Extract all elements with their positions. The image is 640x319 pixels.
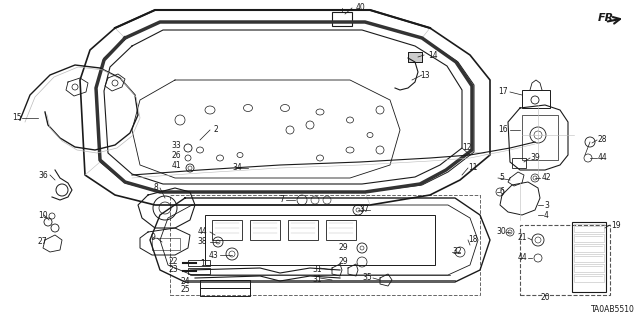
Text: 29: 29 <box>339 257 348 266</box>
Text: 44: 44 <box>197 227 207 236</box>
Text: 35: 35 <box>362 273 372 283</box>
Bar <box>574 274 604 282</box>
Text: 44: 44 <box>517 254 527 263</box>
Bar <box>326 220 356 240</box>
Text: 23: 23 <box>168 265 178 275</box>
Text: 20: 20 <box>540 293 550 302</box>
Bar <box>572 222 606 292</box>
Text: 15: 15 <box>12 114 22 122</box>
Text: 16: 16 <box>499 125 508 135</box>
Text: 17: 17 <box>499 87 508 97</box>
Text: 12: 12 <box>462 144 472 152</box>
Bar <box>188 260 210 266</box>
Bar <box>250 220 280 240</box>
Bar <box>522 115 558 160</box>
Bar <box>332 12 352 26</box>
Bar <box>205 215 435 265</box>
Bar <box>520 225 610 295</box>
Text: 4: 4 <box>544 211 549 219</box>
Text: 37: 37 <box>359 205 369 214</box>
Text: 11: 11 <box>468 164 477 173</box>
Text: 8: 8 <box>153 183 158 192</box>
Text: 5: 5 <box>499 174 504 182</box>
Text: 39: 39 <box>530 153 540 162</box>
Text: FR.: FR. <box>598 13 619 23</box>
Text: 22: 22 <box>168 257 178 266</box>
Bar <box>408 52 422 62</box>
Bar <box>188 268 210 274</box>
Text: 40: 40 <box>356 4 365 12</box>
Bar <box>574 254 604 262</box>
Text: 25: 25 <box>180 286 190 294</box>
Text: 42: 42 <box>542 174 552 182</box>
Text: 33: 33 <box>172 140 181 150</box>
Text: TA0AB5510: TA0AB5510 <box>591 305 635 314</box>
Text: 1: 1 <box>200 259 205 269</box>
Bar <box>574 224 604 232</box>
Text: 24: 24 <box>180 278 190 286</box>
Bar <box>512 158 526 168</box>
Text: 7: 7 <box>279 196 284 204</box>
Bar <box>574 244 604 252</box>
Text: 3: 3 <box>544 201 549 210</box>
Bar <box>522 90 550 108</box>
Bar <box>200 280 250 288</box>
Text: 36: 36 <box>38 170 48 180</box>
Text: 6: 6 <box>499 188 504 197</box>
Bar <box>212 220 242 240</box>
Text: 27: 27 <box>38 238 47 247</box>
Text: 26: 26 <box>172 151 181 160</box>
Text: 2: 2 <box>213 125 218 135</box>
Text: 28: 28 <box>598 136 607 145</box>
Text: 43: 43 <box>208 250 218 259</box>
Bar <box>200 288 250 296</box>
Text: 30: 30 <box>496 227 506 236</box>
Text: 41: 41 <box>172 160 181 169</box>
Text: 10: 10 <box>38 211 47 219</box>
Text: 9: 9 <box>150 234 155 242</box>
Bar <box>574 264 604 272</box>
Text: 34: 34 <box>232 164 242 173</box>
Text: 18: 18 <box>468 235 477 244</box>
Text: 44: 44 <box>598 153 608 162</box>
Text: 31: 31 <box>312 276 322 285</box>
Text: 32: 32 <box>452 248 461 256</box>
Text: 21: 21 <box>518 234 527 242</box>
Bar <box>408 52 422 62</box>
Text: 31: 31 <box>312 265 322 275</box>
Text: 19: 19 <box>611 220 621 229</box>
Text: 14: 14 <box>428 50 438 60</box>
Bar <box>170 195 480 295</box>
Text: 13: 13 <box>420 70 429 79</box>
Bar <box>574 234 604 242</box>
Bar <box>288 220 318 240</box>
Text: 29: 29 <box>339 243 348 253</box>
Text: 38: 38 <box>197 238 207 247</box>
